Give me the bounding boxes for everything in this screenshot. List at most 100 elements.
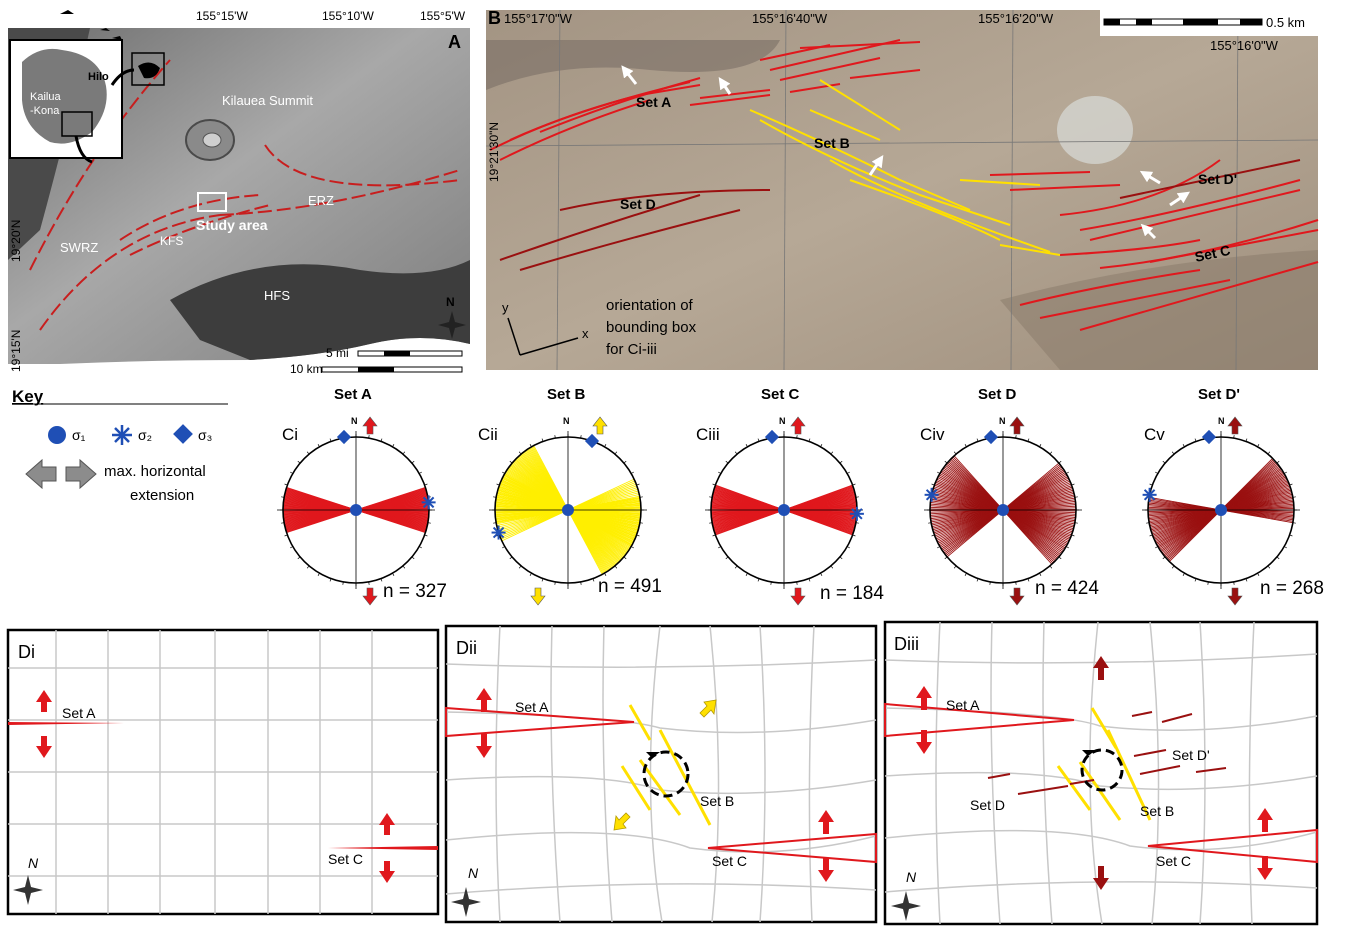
orientation-note-3: for Ci-iii [606,341,657,358]
extension-right-arrow-icon [66,460,96,488]
extension-arrow-icon [1228,417,1242,434]
panel-a-lon-3: 155°5'W [420,9,466,23]
rose-tick [615,566,617,568]
rose-tick [1163,557,1165,559]
inset-kona: -Kona [30,105,60,117]
rose-tick [945,557,947,559]
rose-tick [1059,557,1061,559]
sigma2-star-icon [422,495,436,509]
panel-a-label: A [448,32,461,52]
rose-ci-north: N [351,416,358,426]
panel-b: 0.5 km B 155°17'0"W 155°16'40"W 155°16'2… [486,8,1318,370]
rose-tick [1277,461,1279,463]
panel-diii-set-b: Set B [1140,803,1174,819]
rose-tick [615,452,617,454]
sigma2-star-icon [1143,488,1157,502]
panel-b-scale-bar [1104,19,1262,25]
panel-di-north: N [28,855,39,871]
rose-tick [954,566,956,568]
rose-ci: Set A Ci N n = 327 [277,386,447,605]
panel-b-lon-3: 155°16'20"W [978,11,1054,26]
panel-b-axis-y: y [502,300,509,315]
rose-civ-title: Set D [978,386,1017,403]
rose-tick [840,557,842,559]
rose-ci-id: Ci [282,425,298,444]
inset-kailua: Kailua [30,91,61,103]
rose-civ-north: N [999,416,1006,426]
label-set-d: Set D [620,196,656,212]
rose-cv-n: n = 268 [1260,578,1324,599]
sigma3-diamond-icon [173,424,193,444]
rose-tick [831,566,833,568]
rose-tick [307,452,309,454]
scale-bar-km [322,367,462,372]
rose-tick [1277,557,1279,559]
rose-ciii-id: Ciii [696,425,720,444]
sigma2-star-icon [112,425,132,445]
extension-arrow-icon [1010,588,1024,605]
rose-tick [510,557,512,559]
extension-arrow-icon [593,417,607,434]
extension-arrow-icon [531,588,545,605]
rose-cv-title: Set D' [1198,386,1240,403]
panel-diii: Diii Set A Set D' Set D Set B Set C N [885,622,1317,924]
key-sigma1: σ₁ [72,427,86,443]
panel-diii-north: N [906,869,917,885]
panel-a-lat-1: 19°20'N [9,220,23,262]
rose-tick [1163,461,1165,463]
rose-ciii-n: n = 184 [820,583,884,604]
rose-tick [1050,452,1052,454]
rose-civ: Set D Civ N n = 424 [920,386,1099,605]
rose-tick [1059,461,1061,463]
panel-diii-id: Diii [894,634,919,654]
orientation-note-2: bounding box [606,319,697,336]
panel-b-lon-2: 155°16'40"W [752,11,828,26]
panel-dii-set-a: Set A [515,699,549,715]
rose-tick [726,461,728,463]
sigma1-icon [778,504,790,516]
extension-arrow-icon [791,417,805,434]
panel-diii-set-c: Set C [1156,853,1191,869]
rose-ci-title: Set A [334,386,372,403]
rose-tick [624,461,626,463]
panel-diii-set-d: Set D [970,797,1005,813]
rose-tick [298,461,300,463]
label-hfs: HFS [264,288,290,303]
key-title: Key [12,387,44,406]
rose-tick [735,566,737,568]
rose-tick [519,452,521,454]
rose-cv-north: N [1218,416,1225,426]
rose-ciii: Set C Ciii N n = 184 [696,386,884,605]
rose-tick [412,461,414,463]
inset-hilo: Hilo [88,71,109,83]
rose-tick [519,566,521,568]
panel-b-scale-label: 0.5 km [1266,15,1305,30]
panel-a: A 155°15'W 155°10'W 155°5'W 19°20'N 19°1… [8,9,470,376]
label-erz: ERZ [308,193,334,208]
rose-ciii-title: Set C [761,386,800,403]
rose-tick [954,452,956,454]
sigma2-star-icon [492,526,506,540]
key-extension-2: extension [130,487,194,504]
key: Key σ₁ σ₂ σ₃ max. horizontal extension [12,387,228,504]
panel-b-axis-x: x [582,326,589,341]
extension-arrow-icon [1010,417,1024,434]
sigma3-diamond-icon [984,430,998,444]
rose-tick [945,461,947,463]
rose-tick [298,557,300,559]
panel-a-north: N [446,295,455,309]
panel-dii-id: Dii [456,638,477,658]
rose-tick [1172,566,1174,568]
scale-mi-label: 5 mi [326,346,349,360]
key-sigma3: σ₃ [198,427,212,443]
rose-civ-plot [924,417,1082,605]
panel-a-lon-2: 155°10'W [322,9,374,23]
rose-ciii-north: N [779,416,786,426]
rose-cii-north: N [563,416,570,426]
label-swrz: SWRZ [60,240,98,255]
key-sigma2: σ₂ [138,427,152,443]
label-study-area: Study area [196,217,268,233]
rose-cii: Set B Cii N n = 491 [478,386,662,605]
panel-di-id: Di [18,642,35,662]
